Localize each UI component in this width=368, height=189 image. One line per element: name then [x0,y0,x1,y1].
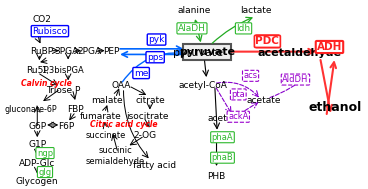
Text: G1P: G1P [28,140,46,149]
Text: PDC: PDC [255,36,279,46]
Text: 3PGA: 3PGA [54,47,78,56]
Text: fatty acid: fatty acid [132,161,176,170]
Text: phaB: phaB [212,153,233,162]
Text: malate: malate [91,95,123,105]
Text: isocitrate: isocitrate [126,112,168,121]
Text: me: me [134,69,148,77]
Text: ldh: ldh [237,24,251,33]
Text: phaA: phaA [212,133,233,142]
Text: pta: pta [231,90,245,99]
Text: FBP: FBP [68,105,84,114]
Text: ethanol: ethanol [308,101,361,114]
Text: acetate: acetate [247,95,281,105]
Text: 2-OG: 2-OG [134,131,157,140]
Text: OAA: OAA [111,81,130,90]
Text: 2PGA: 2PGA [77,47,101,56]
Text: ackA: ackA [228,112,248,121]
Text: acetaldehyde: acetaldehyde [258,49,342,58]
Text: Rubisco: Rubisco [32,27,67,36]
Text: semialdehyde: semialdehyde [86,157,145,166]
Text: fumarate: fumarate [79,112,121,121]
Text: pyk: pyk [148,35,165,44]
Text: succinic: succinic [99,146,132,155]
Text: acetyl-P: acetyl-P [208,114,244,123]
Text: Ru5P: Ru5P [26,66,49,75]
Text: G6P: G6P [28,122,46,131]
Text: CO2: CO2 [32,15,51,25]
Text: succinate: succinate [86,131,126,140]
Text: AlaDH: AlaDH [178,24,206,33]
Text: ADH: ADH [317,42,342,52]
Text: 1,3bisPGA: 1,3bisPGA [42,66,84,75]
Text: pyruvate: pyruvate [173,49,223,58]
Text: RuBP: RuBP [30,47,53,56]
Text: acs: acs [244,71,258,80]
Text: glg: glg [38,167,52,177]
Text: Calvin cycle: Calvin cycle [21,79,72,88]
Text: ADP-Glc: ADP-Glc [19,159,56,168]
Text: lactate: lactate [240,6,272,15]
Text: ngp: ngp [37,149,53,158]
Text: pps: pps [147,53,163,62]
Text: pyruvate: pyruvate [179,47,235,57]
Text: PHB: PHB [208,172,226,181]
Text: PEP: PEP [103,47,119,56]
Text: Citric acid cycle: Citric acid cycle [90,120,157,129]
Text: Glycogen: Glycogen [16,177,59,186]
Text: acetyl-CoA: acetyl-CoA [179,81,228,90]
Text: ADH: ADH [319,42,342,52]
FancyBboxPatch shape [183,44,231,60]
Text: F6P: F6P [58,122,74,131]
Text: citrate: citrate [136,95,166,105]
Text: Triose P: Triose P [46,86,80,95]
Text: alanine: alanine [178,6,211,15]
Text: gluconate-6P: gluconate-6P [5,105,58,114]
Text: AldDH: AldDH [282,75,309,84]
Text: PDC: PDC [256,36,278,46]
